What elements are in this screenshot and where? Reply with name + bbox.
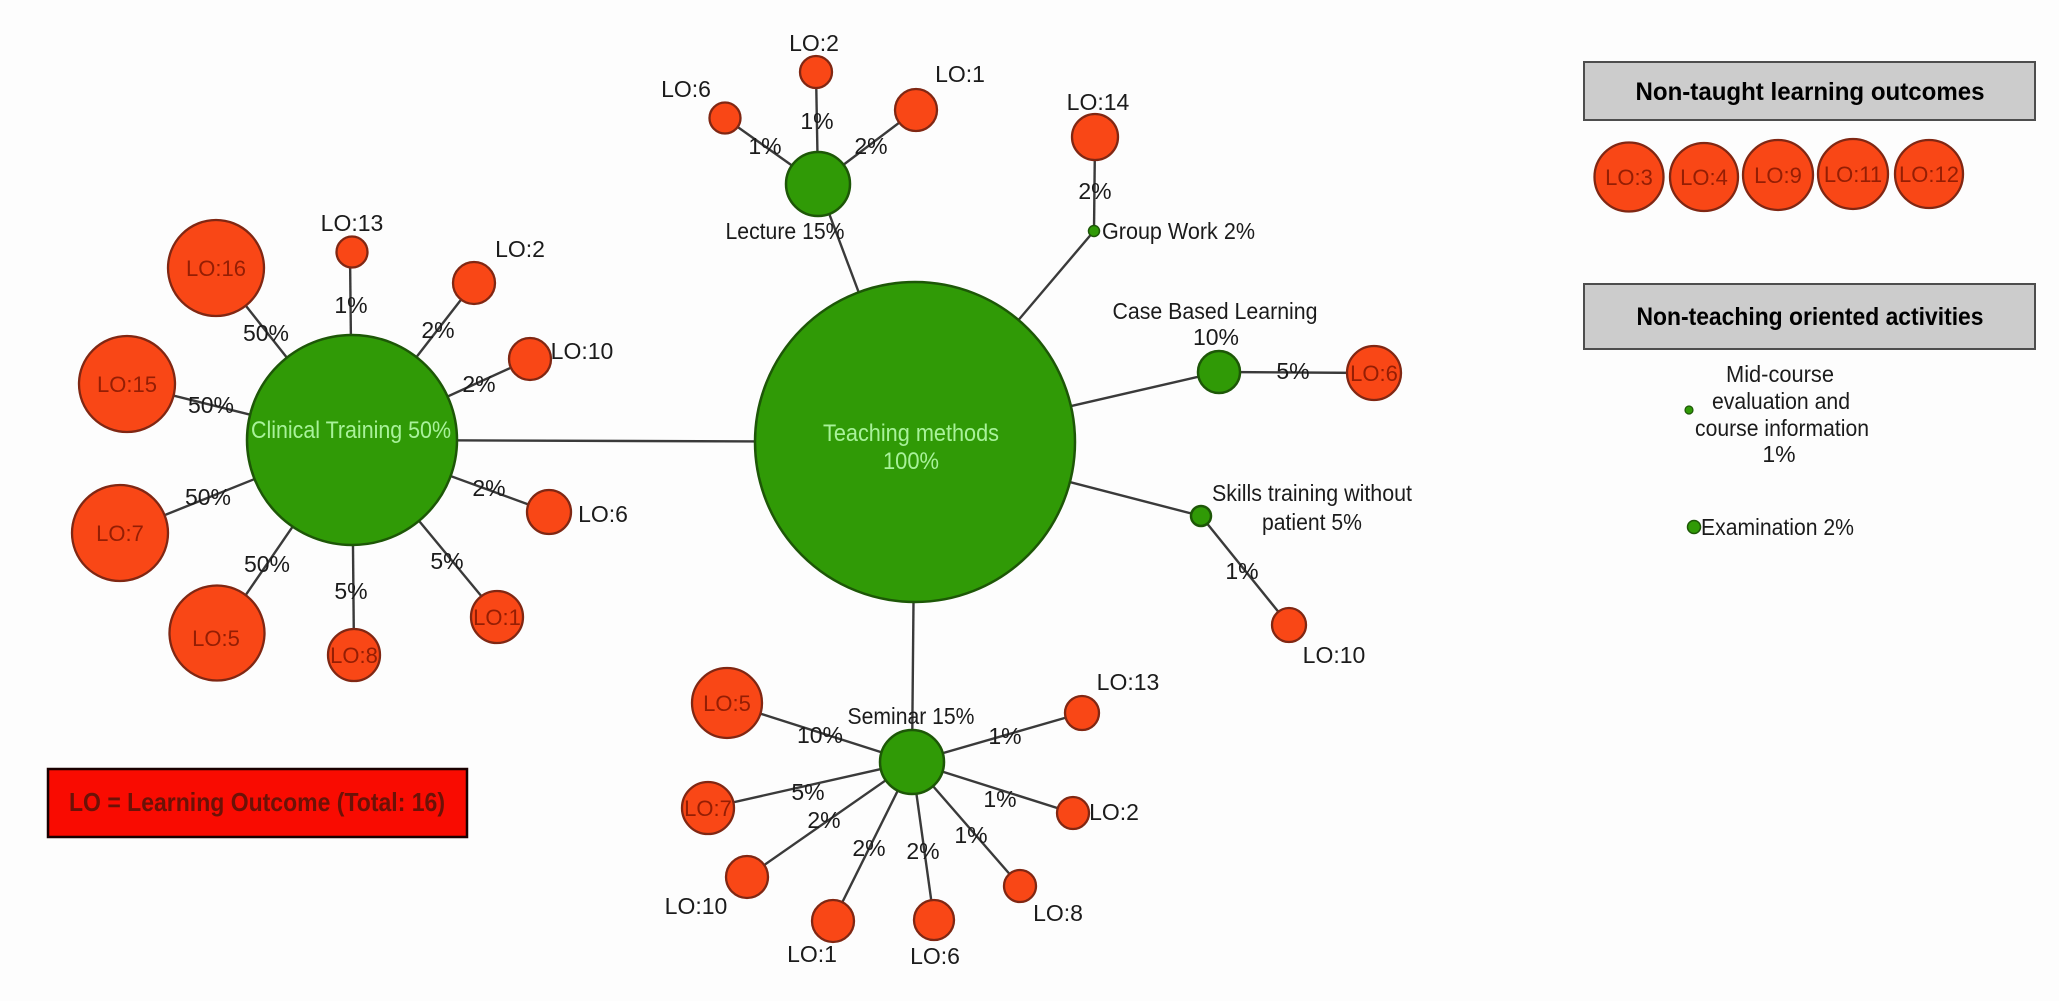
- svg-text:Examination 2%: Examination 2%: [1701, 514, 1854, 540]
- svg-text:LO:1: LO:1: [935, 61, 985, 87]
- svg-text:Mid-course: Mid-course: [1726, 361, 1834, 387]
- svg-text:Teaching methods: Teaching methods: [823, 420, 999, 447]
- svg-text:course information: course information: [1695, 415, 1869, 441]
- svg-text:50%: 50%: [243, 320, 289, 346]
- svg-text:LO:1: LO:1: [787, 941, 837, 967]
- svg-text:LO:2: LO:2: [789, 30, 839, 56]
- svg-text:LO:9: LO:9: [1754, 163, 1802, 188]
- svg-text:LO:8: LO:8: [330, 643, 378, 668]
- svg-text:5%: 5%: [1276, 358, 1309, 384]
- svg-text:LO:7: LO:7: [684, 796, 732, 821]
- svg-text:5%: 5%: [430, 548, 463, 574]
- svg-text:LO:11: LO:11: [1824, 162, 1882, 187]
- svg-text:evaluation and: evaluation and: [1712, 388, 1850, 414]
- svg-text:100%: 100%: [883, 448, 939, 475]
- svg-text:1%: 1%: [800, 108, 833, 134]
- svg-text:LO:7: LO:7: [96, 521, 144, 546]
- svg-text:1%: 1%: [954, 822, 987, 848]
- svg-text:2%: 2%: [854, 133, 887, 159]
- svg-text:2%: 2%: [1078, 178, 1111, 204]
- svg-text:2%: 2%: [906, 838, 939, 864]
- svg-text:LO:12: LO:12: [1899, 162, 1959, 187]
- svg-text:LO:6: LO:6: [661, 76, 711, 102]
- svg-text:LO:16: LO:16: [186, 256, 246, 281]
- svg-text:Seminar 15%: Seminar 15%: [848, 703, 975, 729]
- svg-text:LO:6: LO:6: [578, 501, 628, 527]
- svg-text:2%: 2%: [472, 475, 505, 501]
- svg-text:LO:13: LO:13: [1097, 669, 1160, 695]
- svg-text:2%: 2%: [852, 835, 885, 861]
- svg-text:Lecture 15%: Lecture 15%: [726, 218, 845, 244]
- svg-text:LO:10: LO:10: [665, 893, 728, 919]
- svg-text:LO:4: LO:4: [1680, 165, 1728, 190]
- svg-text:Skills training without: Skills training without: [1212, 480, 1413, 506]
- svg-text:2%: 2%: [807, 807, 840, 833]
- svg-text:LO:10: LO:10: [551, 338, 614, 364]
- svg-text:LO:14: LO:14: [1067, 89, 1130, 115]
- svg-text:5%: 5%: [334, 578, 367, 604]
- svg-text:1%: 1%: [988, 723, 1021, 749]
- svg-text:1%: 1%: [1762, 441, 1795, 467]
- svg-text:2%: 2%: [462, 371, 495, 397]
- svg-text:Case Based Learning: Case Based Learning: [1113, 298, 1318, 324]
- svg-text:LO:13: LO:13: [321, 210, 384, 236]
- svg-text:10%: 10%: [1193, 324, 1239, 350]
- svg-text:LO:3: LO:3: [1605, 165, 1653, 190]
- svg-text:Group Work 2%: Group Work 2%: [1102, 218, 1255, 244]
- svg-text:50%: 50%: [244, 551, 290, 577]
- svg-text:Non-taught learning outcomes: Non-taught learning outcomes: [1636, 78, 1985, 106]
- svg-text:1%: 1%: [748, 133, 781, 159]
- svg-text:1%: 1%: [1225, 558, 1258, 584]
- svg-text:LO:5: LO:5: [703, 691, 751, 716]
- svg-text:1%: 1%: [983, 786, 1016, 812]
- svg-text:LO:2: LO:2: [495, 236, 545, 262]
- svg-text:LO:10: LO:10: [1303, 642, 1366, 668]
- svg-text:10%: 10%: [797, 722, 843, 748]
- svg-text:LO:15: LO:15: [97, 372, 157, 397]
- svg-text:50%: 50%: [185, 484, 231, 510]
- svg-text:1%: 1%: [334, 292, 367, 318]
- svg-text:LO:6: LO:6: [910, 943, 960, 969]
- svg-text:LO = Learning Outcome (Total:: LO = Learning Outcome (Total: 16): [69, 787, 445, 817]
- svg-text:Non-teaching oriented activiti: Non-teaching oriented activities: [1637, 303, 1984, 331]
- svg-text:LO:1: LO:1: [473, 605, 521, 630]
- svg-text:LO:2: LO:2: [1089, 799, 1139, 825]
- svg-text:patient 5%: patient 5%: [1262, 509, 1362, 535]
- svg-text:5%: 5%: [791, 779, 824, 805]
- svg-text:LO:5: LO:5: [192, 626, 240, 651]
- svg-text:Clinical Training 50%: Clinical Training 50%: [251, 417, 451, 444]
- svg-text:LO:6: LO:6: [1350, 361, 1398, 386]
- svg-text:50%: 50%: [188, 392, 234, 418]
- svg-text:2%: 2%: [421, 317, 454, 343]
- svg-text:LO:8: LO:8: [1033, 900, 1083, 926]
